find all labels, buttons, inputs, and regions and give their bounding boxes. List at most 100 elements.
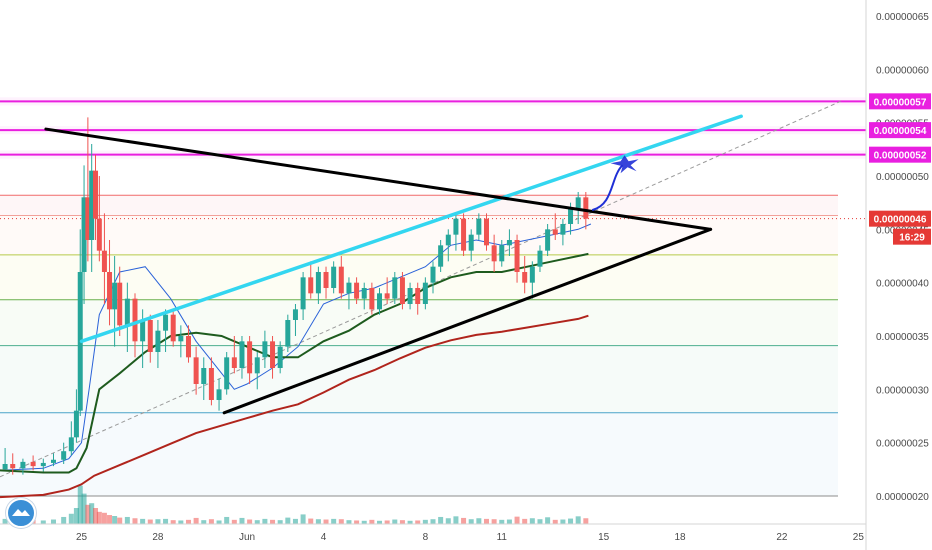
candle-body — [292, 309, 298, 320]
price-badge-bg — [869, 146, 931, 163]
candle — [369, 282, 375, 315]
candle-body — [506, 240, 512, 246]
candle — [331, 261, 337, 294]
resistance-zone — [0, 126, 866, 135]
candle-body — [262, 341, 268, 358]
candle-body — [231, 357, 237, 368]
candle — [224, 352, 230, 395]
candle — [50, 453, 56, 467]
candle-body — [117, 282, 123, 326]
candle-body — [101, 250, 107, 272]
volume-bar — [422, 519, 428, 524]
volume-bar — [101, 512, 107, 524]
candle-body — [285, 320, 291, 347]
candle — [392, 272, 398, 304]
volume-bar — [499, 519, 505, 524]
volume-bar — [85, 504, 91, 524]
volume-bar — [185, 519, 191, 524]
volume-bar — [575, 516, 581, 524]
volume-bar — [2, 518, 8, 524]
time-tick-label: 25 — [76, 532, 88, 543]
candle — [254, 352, 260, 390]
volume-bar — [155, 519, 161, 524]
volume-bar — [96, 511, 102, 524]
ma-line-medium — [0, 252, 589, 474]
volume-bar — [270, 519, 276, 524]
candle — [147, 314, 153, 363]
price-tick-label: 0.00000040 — [876, 279, 929, 290]
volume-bar — [300, 514, 306, 524]
candle-body — [308, 277, 314, 294]
candle-body — [68, 437, 74, 452]
candle — [73, 389, 79, 443]
price-badge-label: 0.00000046 — [874, 215, 927, 226]
time-tick-label: 25 — [853, 532, 865, 543]
channel-trendline — [79, 114, 743, 344]
candle — [10, 453, 16, 475]
volume-bar — [40, 520, 46, 524]
candle-body — [369, 288, 375, 310]
volume-bar — [124, 516, 130, 524]
price-badge: 0.00000057 — [869, 93, 931, 110]
candle — [20, 458, 26, 475]
price-badge: 0.00000052 — [869, 146, 931, 163]
candle-body — [568, 208, 574, 224]
candle-body — [377, 293, 383, 310]
volume-bars — [2, 485, 589, 524]
candle-body — [483, 218, 489, 246]
time-tick-label: 8 — [423, 532, 429, 543]
fib-band — [0, 215, 838, 255]
candle-body — [89, 170, 95, 240]
candle — [30, 455, 36, 471]
volume-bar — [483, 518, 489, 524]
candle — [170, 309, 176, 347]
time-tick-label: 28 — [152, 532, 164, 543]
volume-bar — [583, 518, 589, 524]
price-tick-label: 0.00000030 — [876, 385, 929, 396]
candle-body — [575, 197, 581, 208]
volume-bar — [506, 519, 512, 524]
volume-bar — [292, 518, 298, 524]
candle — [430, 261, 436, 294]
price-badge-label: 0.00000057 — [874, 97, 927, 108]
candle — [514, 234, 520, 283]
price-tick-label: 0.00000050 — [876, 172, 929, 183]
candle — [338, 256, 344, 299]
candle — [277, 341, 283, 374]
time-axis: 25 28 Jun 4 8 11 15 18 22 25 — [76, 532, 864, 543]
tradingview-logo-icon[interactable] — [6, 498, 36, 528]
candle — [323, 266, 329, 299]
candle-body — [384, 293, 390, 299]
candle — [491, 234, 497, 272]
candle — [545, 224, 551, 256]
candle-body — [163, 314, 169, 331]
price-tick-label: 0.00000020 — [876, 492, 929, 503]
candle — [468, 229, 474, 262]
candle — [377, 288, 383, 315]
volume-bar — [315, 519, 321, 524]
candle-body — [491, 245, 497, 262]
candle-body — [112, 282, 118, 310]
volume-bar — [93, 508, 99, 524]
resistance-zone — [0, 97, 866, 106]
candle — [89, 144, 95, 272]
volume-bar — [361, 520, 367, 524]
candle — [185, 325, 191, 363]
candle — [346, 277, 352, 310]
candle — [262, 330, 268, 368]
candle — [124, 282, 130, 352]
price-badges: 0.00000057 0.00000054 0.00000052 0.00000046… — [869, 93, 931, 245]
candle-body — [73, 410, 79, 438]
volume-bar — [461, 517, 467, 524]
candle-body — [407, 288, 413, 304]
candle-body — [85, 197, 91, 240]
price-tick-label: 0.00000065 — [876, 12, 929, 23]
candle — [81, 165, 87, 304]
lower-trendline — [222, 227, 713, 415]
candle — [101, 213, 107, 304]
candle-body — [140, 320, 146, 342]
candle-body — [438, 245, 444, 267]
volume-bar — [399, 520, 405, 524]
